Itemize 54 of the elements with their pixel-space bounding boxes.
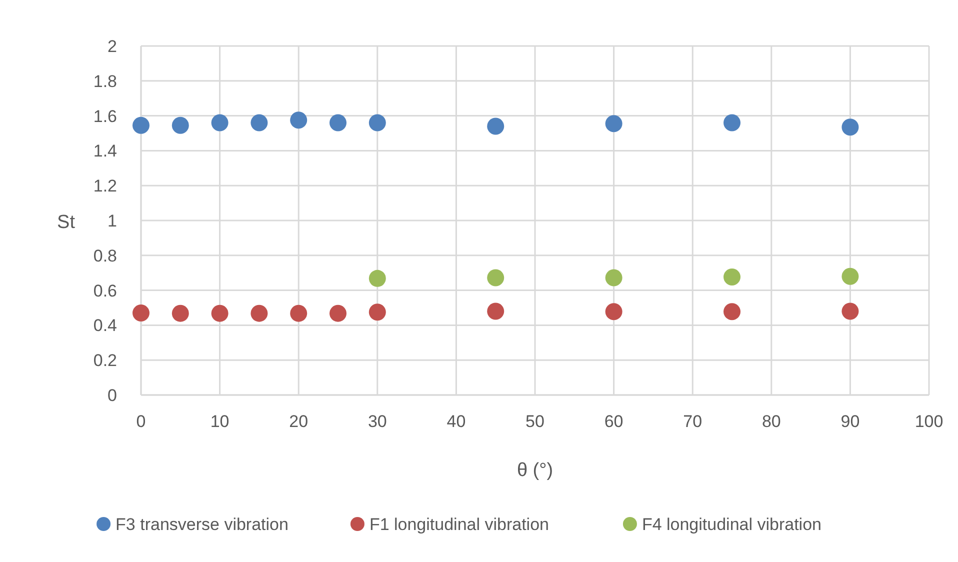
point	[487, 269, 504, 286]
legend-label: F4 longitudinal vibration	[642, 515, 822, 534]
point	[605, 303, 622, 320]
x-tick-label: 80	[762, 412, 781, 431]
point	[330, 114, 346, 132]
point	[132, 116, 150, 134]
point	[290, 304, 308, 322]
point	[211, 304, 228, 322]
x-tick-label: 0	[136, 412, 146, 431]
y-tick-label: 1	[108, 211, 117, 230]
point	[368, 304, 386, 321]
x-tick-label: 100	[914, 412, 944, 431]
y-tick-label: 0	[108, 386, 117, 405]
point	[487, 302, 504, 320]
x-tick-label: 70	[683, 412, 702, 431]
y-tick-label: 2	[108, 36, 117, 56]
y-tick-label: 0.4	[93, 316, 117, 336]
y-tick-label: 1.6	[93, 106, 117, 126]
point	[330, 304, 346, 322]
legend-label: F1 longitudinal vibration	[369, 515, 550, 534]
point	[724, 268, 740, 286]
x-tick-label: 10	[210, 412, 230, 431]
point	[724, 303, 740, 320]
x-axis-title: θ (°)	[516, 460, 554, 481]
point	[132, 304, 150, 322]
point	[172, 116, 189, 134]
point	[211, 114, 228, 132]
x-tick-label: 40	[446, 412, 466, 431]
y-axis-title: St	[57, 212, 76, 233]
point	[487, 118, 504, 135]
y-tick-label: 1.2	[93, 176, 117, 196]
point	[605, 269, 622, 286]
x-tick-label: 90	[840, 412, 860, 431]
point	[842, 302, 859, 320]
x-tick-label: 50	[526, 412, 544, 431]
point	[842, 268, 859, 285]
point	[842, 118, 859, 136]
y-tick-label: 0.2	[93, 351, 117, 370]
x-tick-label: 20	[289, 412, 308, 431]
point	[250, 304, 268, 322]
legend-label: F3 transverse vibration	[116, 515, 288, 534]
point	[368, 270, 386, 287]
y-tick-label: 0.8	[93, 246, 117, 266]
x-tick-label: 30	[368, 412, 387, 431]
point	[172, 304, 189, 322]
x-tick-label: 60	[604, 412, 624, 431]
point	[290, 112, 308, 129]
y-tick-label: 1.8	[93, 72, 117, 91]
point	[368, 114, 386, 132]
y-tick-label: 1.4	[93, 142, 117, 161]
point	[724, 114, 740, 132]
point	[250, 114, 268, 132]
point	[605, 115, 622, 132]
y-tick-label: 0.6	[93, 281, 117, 300]
